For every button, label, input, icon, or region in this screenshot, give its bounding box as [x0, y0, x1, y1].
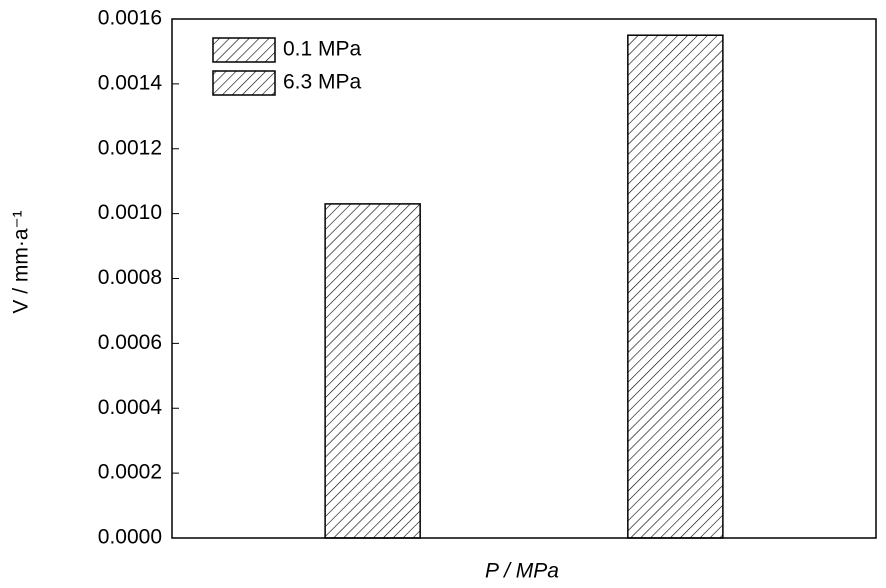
y-tick-label: 0.0014 — [98, 71, 163, 94]
y-tick-label: 0.0010 — [98, 201, 162, 224]
legend-label: 0.1 MPa — [283, 38, 362, 61]
y-tick-label: 0.0016 — [98, 7, 162, 30]
y-axis-label: V / mm·a⁻¹ — [10, 210, 33, 313]
y-tick-label: 0.0012 — [98, 136, 162, 159]
y-tick-label: 0.0008 — [98, 266, 162, 289]
y-tick-label: 0.0004 — [98, 396, 163, 419]
legend-label: 6.3 MPa — [283, 71, 362, 94]
y-tick-label: 0.0006 — [98, 331, 162, 354]
legend-swatch — [212, 70, 276, 96]
y-tick-label: 0.0000 — [98, 526, 162, 549]
y-tick-label: 0.0002 — [98, 461, 162, 484]
x-axis-label: P / MPa — [485, 560, 559, 583]
plot-frame — [171, 18, 877, 539]
bar — [324, 203, 421, 539]
bar — [627, 34, 724, 539]
legend-swatch — [212, 37, 276, 63]
